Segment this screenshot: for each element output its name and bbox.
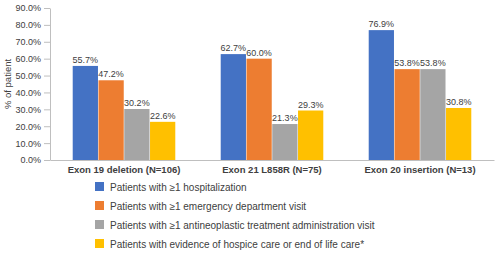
y-tick-label: 10.0%	[15, 138, 41, 148]
y-tick-label: 40.0%	[15, 88, 41, 98]
y-tick-mark	[44, 92, 50, 93]
series	[73, 30, 394, 160]
data-label: 30.8%	[446, 97, 472, 107]
y-axis-line	[50, 9, 51, 161]
bar	[246, 59, 271, 160]
bar	[98, 80, 123, 160]
y-tick-label: 80.0%	[15, 20, 41, 30]
legend-label: Patients with ≥1 emergency department vi…	[110, 201, 306, 212]
chart: 0.0% 10.0% 20.0% 30.0% 40.0% 50.0% 60.0% 70.0% 8…	[0, 0, 500, 262]
y-tick: 80.0%	[15, 20, 50, 30]
plot: 0.0% 10.0% 20.0% 30.0% 40.0% 50.0% 60.0% 70.0% 8…	[15, 3, 494, 174]
bar	[272, 124, 297, 160]
series	[124, 69, 445, 160]
bar	[394, 69, 419, 160]
legend-item: Patients with evidence of hospice care o…	[95, 239, 364, 250]
x-tick: Exon 21 L858R (N=75)	[222, 160, 322, 175]
legend-swatch	[95, 239, 104, 248]
y-tick: 20.0%	[15, 122, 50, 132]
legend-item: Patients with ≥1 antineoplastic treatmen…	[95, 220, 375, 231]
y-tick-label: 0.0%	[20, 155, 41, 165]
y-tick-label: 50.0%	[15, 71, 41, 81]
bar	[73, 66, 98, 160]
y-tick: 50.0%	[15, 71, 50, 81]
y-tick: 60.0%	[15, 54, 50, 64]
data-label: 22.6%	[150, 111, 176, 121]
x-axis: Exon 19 deletion (N=106) Exon 21 L858R (N…	[51, 160, 495, 175]
y-tick-mark	[44, 126, 50, 127]
y-tick: 30.0%	[15, 105, 50, 115]
bar	[420, 69, 445, 160]
x-tick-label: Exon 19 deletion (N=106)	[68, 164, 181, 175]
y-tick: 90.0%	[15, 3, 50, 13]
y-tick-label: 30.0%	[15, 105, 41, 115]
y-tick-label: 70.0%	[15, 37, 41, 47]
y-tick-mark	[44, 8, 50, 9]
x-tick-label: Exon 20 insertion (N=13)	[364, 164, 475, 175]
bar	[446, 108, 471, 160]
data-label: 29.3%	[298, 100, 324, 110]
legend-swatch	[95, 220, 104, 229]
legend-label: Patients with ≥1 antineoplastic treatmen…	[110, 220, 375, 231]
data-label: 62.7%	[221, 43, 247, 53]
data-label: 47.2%	[98, 69, 124, 79]
bar	[124, 109, 149, 160]
y-tick-mark	[44, 109, 50, 110]
y-tick-label: 20.0%	[15, 122, 41, 132]
bars	[73, 30, 472, 160]
y-tick-mark	[44, 25, 50, 26]
y-axis-title: % of patient	[2, 59, 13, 110]
legend-item: Patients with ≥1 hospitalization	[95, 182, 247, 193]
data-label: 53.8%	[394, 58, 420, 68]
x-tick-label: Exon 21 L858R (N=75)	[222, 164, 322, 175]
series	[98, 59, 419, 160]
y-tick-mark	[44, 143, 50, 144]
legend-label: Patients with ≥1 hospitalization	[110, 182, 247, 193]
x-tick: Exon 19 deletion (N=106)	[68, 160, 181, 175]
bar	[298, 111, 323, 160]
bar	[369, 30, 394, 160]
legend: Patients with ≥1 hospitalization Patients…	[95, 182, 375, 250]
data-label: 55.7%	[73, 55, 99, 65]
y-tick-mark	[44, 42, 50, 43]
y-tick: 70.0%	[15, 37, 50, 47]
y-tick: 40.0%	[15, 88, 50, 98]
data-label: 53.8%	[420, 58, 446, 68]
legend-swatch	[95, 201, 104, 210]
legend-label: Patients with evidence of hospice care o…	[110, 239, 364, 250]
y-tick-mark	[44, 59, 50, 60]
legend-item: Patients with ≥1 emergency department vi…	[95, 201, 306, 212]
y-tick: 10.0%	[15, 138, 50, 148]
x-axis-line	[51, 160, 495, 161]
data-label: 30.2%	[124, 98, 150, 108]
data-label: 60.0%	[246, 48, 272, 58]
y-tick-mark	[44, 160, 50, 161]
series	[150, 108, 471, 160]
bar	[150, 122, 175, 160]
y-axis: 0.0% 10.0% 20.0% 30.0% 40.0% 50.0% 60.0% 70.0% 8…	[15, 3, 50, 165]
y-tick-label: 60.0%	[15, 54, 41, 64]
y-tick-mark	[44, 76, 50, 77]
bar	[221, 54, 246, 160]
data-label: 21.3%	[272, 113, 298, 123]
y-tick-label: 90.0%	[15, 3, 41, 13]
data-label: 76.9%	[369, 19, 395, 29]
data-labels: 55.7% 62.7% 76.9% 47.2% 60.0% 53.8% 30.2% 21.3%…	[73, 19, 472, 123]
legend-swatch	[95, 182, 104, 191]
x-tick: Exon 20 insertion (N=13)	[364, 160, 475, 175]
y-tick: 0.0%	[20, 155, 50, 165]
